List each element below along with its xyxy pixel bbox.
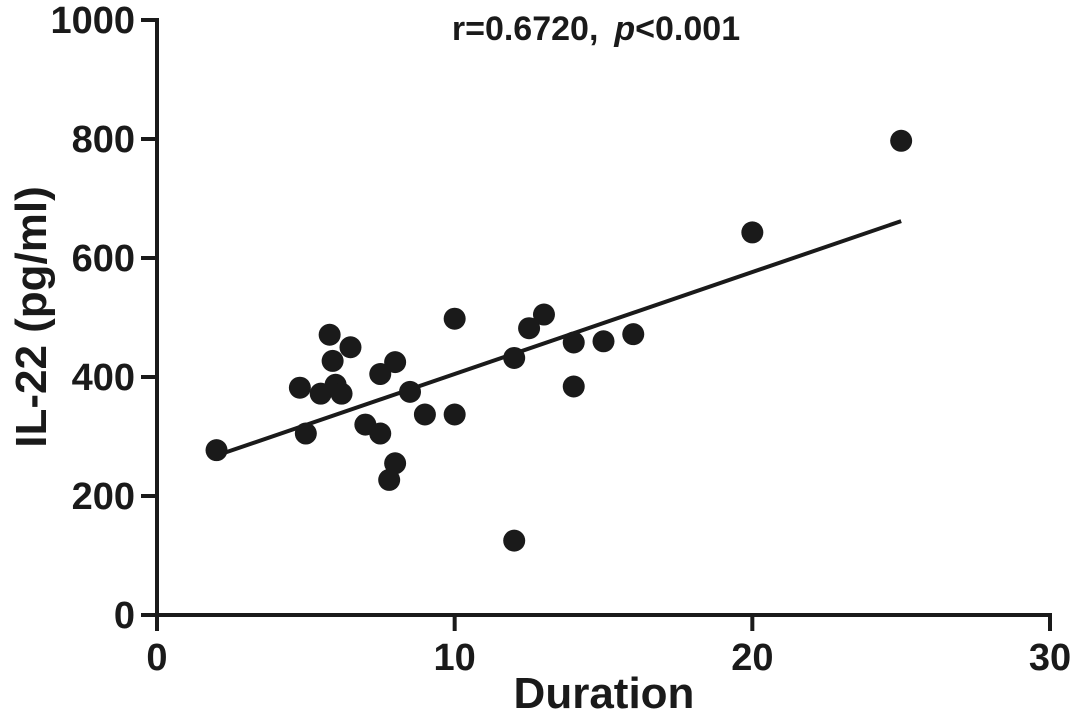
regression-line-group <box>215 219 902 458</box>
data-point <box>503 346 526 369</box>
labels: Duration IL-22 (pg/ml) r=0.6720, p<0.001 <box>7 10 740 714</box>
data-point <box>384 452 407 475</box>
data-point <box>318 323 341 346</box>
y-axis-title: IL-22 (pg/ml) <box>7 186 56 448</box>
y-tick-label: 800 <box>72 119 135 161</box>
data-point <box>205 439 228 462</box>
x-axis-title: Duration <box>514 669 695 714</box>
p-value-text: <0.001 <box>635 10 740 48</box>
correlation-annotation: r=0.6720, p<0.001 <box>452 10 740 48</box>
data-point <box>592 330 615 353</box>
data-point <box>503 529 526 552</box>
data-point <box>562 331 585 354</box>
data-point <box>399 380 422 403</box>
p-symbol: p <box>613 10 635 48</box>
data-points <box>205 129 913 552</box>
y-tick-label: 400 <box>72 357 135 399</box>
data-point <box>339 336 362 359</box>
data-point <box>321 349 344 372</box>
data-point <box>518 317 541 340</box>
data-point <box>443 307 466 330</box>
axes: 0 200 400 600 800 1000 0 10 20 30 <box>50 0 1071 679</box>
data-point <box>384 351 407 374</box>
data-point <box>330 382 353 405</box>
data-point <box>294 422 317 445</box>
r-value-text: r=0.6720, <box>452 10 599 48</box>
y-tick-label: 200 <box>72 476 135 518</box>
y-tick-label: 1000 <box>50 0 135 42</box>
data-point <box>741 221 764 244</box>
x-tick-label: 10 <box>434 637 476 679</box>
data-point <box>369 363 392 386</box>
data-point <box>622 323 645 346</box>
y-tick-label: 600 <box>72 238 135 280</box>
x-tick-label: 0 <box>146 637 167 679</box>
data-point <box>890 129 913 152</box>
data-point <box>288 376 311 399</box>
y-tick-label: 0 <box>114 595 135 637</box>
data-point <box>562 375 585 398</box>
data-point <box>369 422 392 445</box>
data-point <box>443 403 466 426</box>
data-point <box>413 403 436 426</box>
regression-line <box>215 219 902 458</box>
data-point <box>532 303 555 326</box>
x-tick-label: 30 <box>1029 637 1071 679</box>
data-point <box>378 468 401 491</box>
x-tick-label: 20 <box>731 637 773 679</box>
